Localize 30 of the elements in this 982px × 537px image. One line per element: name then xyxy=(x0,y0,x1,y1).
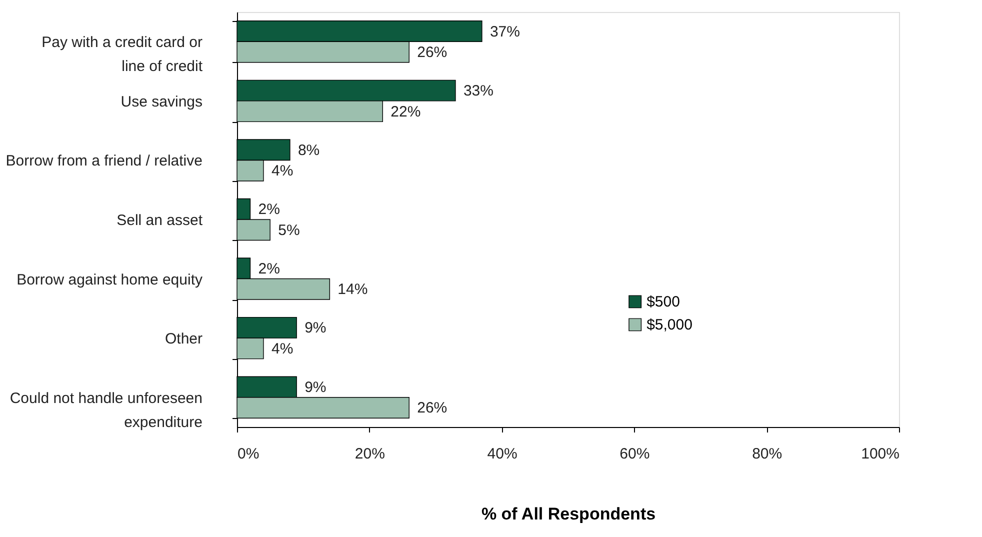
x-tick-label: 0% xyxy=(238,446,260,462)
data-label: 4% xyxy=(271,340,294,358)
data-label: 4% xyxy=(271,162,294,180)
y-tick-label: Pay with a credit card or line of credit xyxy=(42,34,204,76)
data-label: 22% xyxy=(390,103,421,120)
data-label: 5% xyxy=(278,222,300,239)
data-label: 8% xyxy=(298,142,320,159)
data-label: 9% xyxy=(304,378,326,396)
legend-label: $5,000 xyxy=(646,316,692,334)
data-label: 9% xyxy=(304,320,326,337)
data-label: 26% xyxy=(417,44,448,62)
y-tick-label: Borrow against home equity xyxy=(16,271,203,288)
data-label: 2% xyxy=(258,201,280,218)
y-tick-label: Borrow from a friend / relative xyxy=(6,152,202,170)
x-axis-title: % of All Respondents xyxy=(481,504,656,524)
data-label: 2% xyxy=(258,260,280,278)
x-tick-label: 40% xyxy=(487,446,518,462)
x-tick-label: 100% xyxy=(861,446,900,462)
y-tick-label: Could not handle unforeseen expenditure xyxy=(10,390,202,431)
y-tick-label: Use savings xyxy=(120,93,202,110)
data-label: 14% xyxy=(338,281,368,298)
data-label: 26% xyxy=(417,400,448,417)
x-tick-label: 20% xyxy=(354,446,385,462)
legend-label: $500 xyxy=(646,294,680,311)
y-tick-label: Sell an asset xyxy=(116,212,204,229)
x-tick-label: 80% xyxy=(752,446,782,462)
data-label: 33% xyxy=(463,82,494,100)
data-label: 37% xyxy=(490,23,520,40)
y-tick-label: Other xyxy=(164,330,203,348)
x-tick-label: 60% xyxy=(620,446,650,462)
